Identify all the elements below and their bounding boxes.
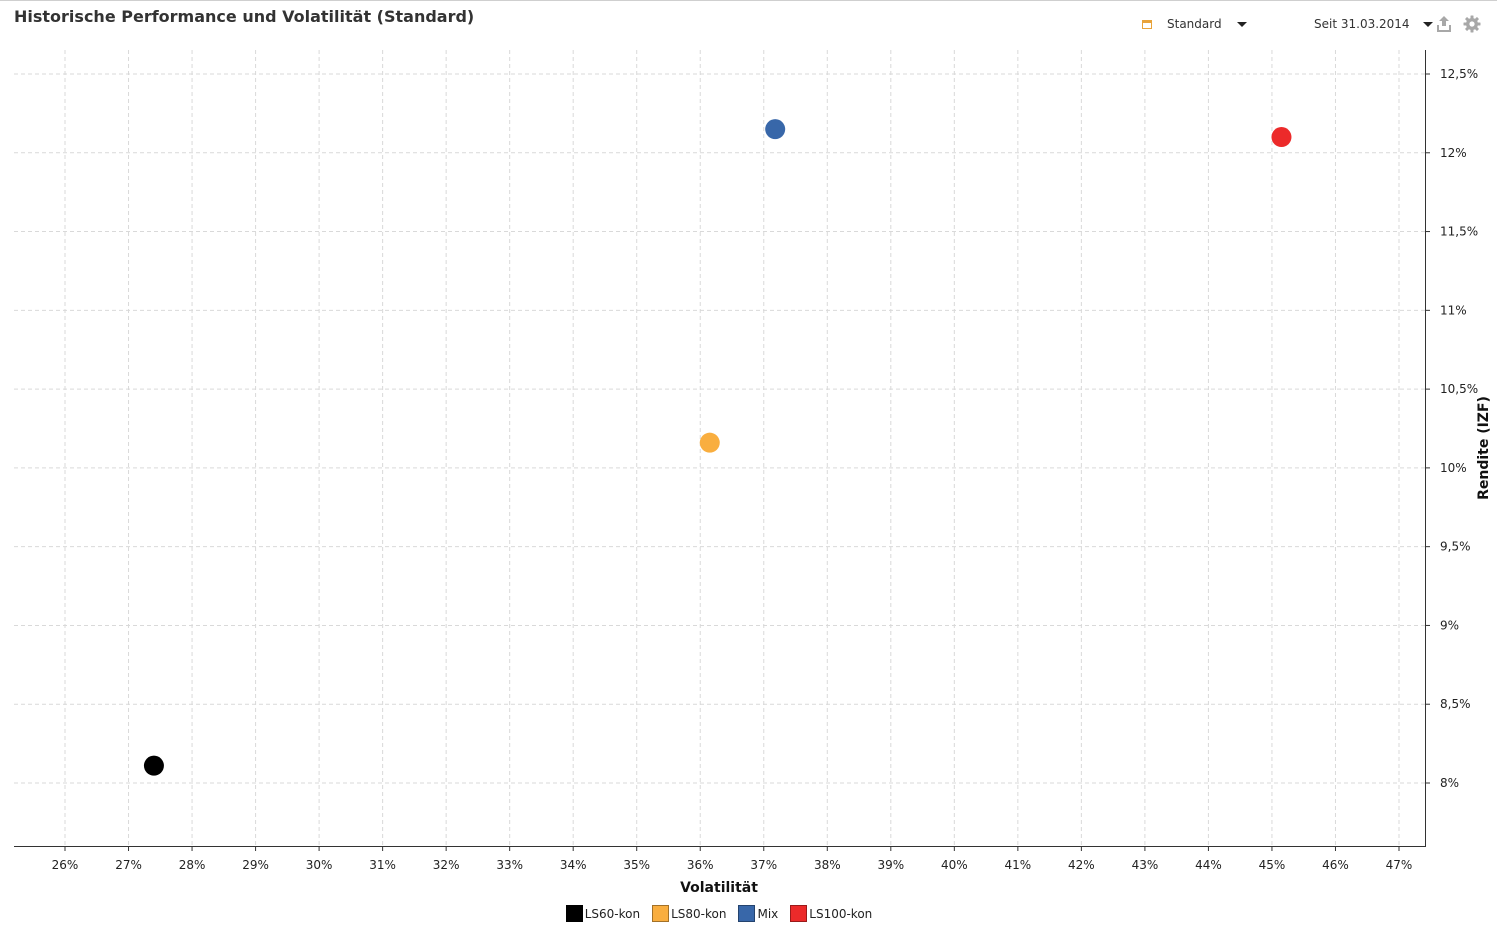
- period-dropdown[interactable]: Seit 31.03.2014: [1314, 14, 1433, 34]
- x-tick-label: 43%: [1132, 858, 1159, 872]
- legend-label: Mix: [757, 906, 779, 921]
- x-tick-label: 33%: [496, 858, 523, 872]
- top-border: [0, 0, 1497, 1]
- legend-item[interactable]: LS80-kon: [652, 905, 726, 922]
- y-tick-label: 12,5%: [1440, 67, 1478, 81]
- legend-item[interactable]: Mix: [738, 905, 778, 922]
- calendar-icon: [1142, 19, 1152, 29]
- data-point[interactable]: [1271, 127, 1292, 148]
- x-tick-label: 46%: [1322, 858, 1349, 872]
- x-tick-label: 32%: [433, 858, 460, 872]
- period-dropdown-label: Seit 31.03.2014: [1314, 17, 1410, 31]
- legend-swatch: [790, 905, 808, 922]
- y-axis-ticks: 8% 8,5% 9% 9,5% 10% 10,5% 11% 11,5% 12% 12,5%: [1425, 67, 1478, 790]
- y-tick-label: 8,5%: [1440, 697, 1471, 711]
- x-tick-label: 35%: [623, 858, 650, 872]
- x-tick-label: 40%: [941, 858, 968, 872]
- y-tick-label: 12%: [1440, 146, 1467, 160]
- x-tick-label: 26%: [52, 858, 79, 872]
- chevron-down-icon[interactable]: [1236, 21, 1247, 27]
- data-point[interactable]: [765, 119, 786, 140]
- legend-item[interactable]: LS60-kon: [565, 905, 641, 922]
- x-axis-title: Volatilität: [680, 880, 758, 896]
- x-tick-label: 28%: [179, 858, 206, 872]
- view-dropdown[interactable]: Standard: [1142, 14, 1247, 34]
- data-points: [143, 119, 1292, 776]
- y-tick-label: 8%: [1440, 776, 1459, 790]
- grid-lines: [14, 50, 1425, 846]
- legend-swatch: [565, 905, 583, 922]
- y-tick-label: 11%: [1440, 303, 1467, 317]
- x-tick-label: 45%: [1259, 858, 1286, 872]
- x-axis-ticks: 26% 27% 28% 29% 30% 31% 32% 33% 34% 35% 36% 37% 38% 3…: [52, 846, 1413, 872]
- gear-icon[interactable]: [1463, 15, 1481, 33]
- export-icon[interactable]: [1436, 15, 1452, 33]
- legend-label: LS60-kon: [584, 906, 641, 921]
- x-tick-label: 39%: [877, 858, 904, 872]
- legend-swatch: [738, 905, 756, 922]
- x-tick-label: 27%: [115, 858, 142, 872]
- legend-swatch: [652, 905, 670, 922]
- x-tick-label: 37%: [750, 858, 777, 872]
- chart-title: Historische Performance und Volatilität …: [14, 7, 475, 26]
- data-point[interactable]: [143, 755, 164, 776]
- axes: [14, 50, 1426, 847]
- chevron-down-icon[interactable]: [1422, 21, 1433, 27]
- y-tick-label: 9,5%: [1440, 540, 1471, 554]
- x-tick-label: 36%: [687, 858, 714, 872]
- x-tick-label: 42%: [1068, 858, 1095, 872]
- y-tick-label: 9%: [1440, 618, 1459, 632]
- y-tick-label: 10%: [1440, 461, 1467, 475]
- x-tick-label: 30%: [306, 858, 333, 872]
- y-tick-label: 10,5%: [1440, 382, 1478, 396]
- legend-item[interactable]: LS100-kon: [790, 905, 872, 922]
- x-tick-label: 47%: [1386, 858, 1413, 872]
- x-tick-label: 29%: [242, 858, 269, 872]
- legend-label: LS80-kon: [671, 906, 727, 921]
- data-point[interactable]: [699, 432, 720, 453]
- x-tick-label: 41%: [1005, 858, 1032, 872]
- x-tick-label: 44%: [1195, 858, 1222, 872]
- view-dropdown-label: Standard: [1167, 17, 1222, 31]
- x-tick-label: 34%: [560, 858, 587, 872]
- x-tick-label: 31%: [369, 858, 396, 872]
- y-tick-label: 11,5%: [1440, 225, 1478, 239]
- legend-items: LS60-kon LS80-kon Mix LS100-kon: [565, 905, 885, 922]
- y-axis-title: Rendite (IZF): [1476, 396, 1492, 500]
- x-tick-label: 38%: [814, 858, 841, 872]
- legend: LS60-kon LS80-kon Mix LS100-kon: [0, 905, 1497, 922]
- legend-label: LS100-kon: [809, 906, 873, 921]
